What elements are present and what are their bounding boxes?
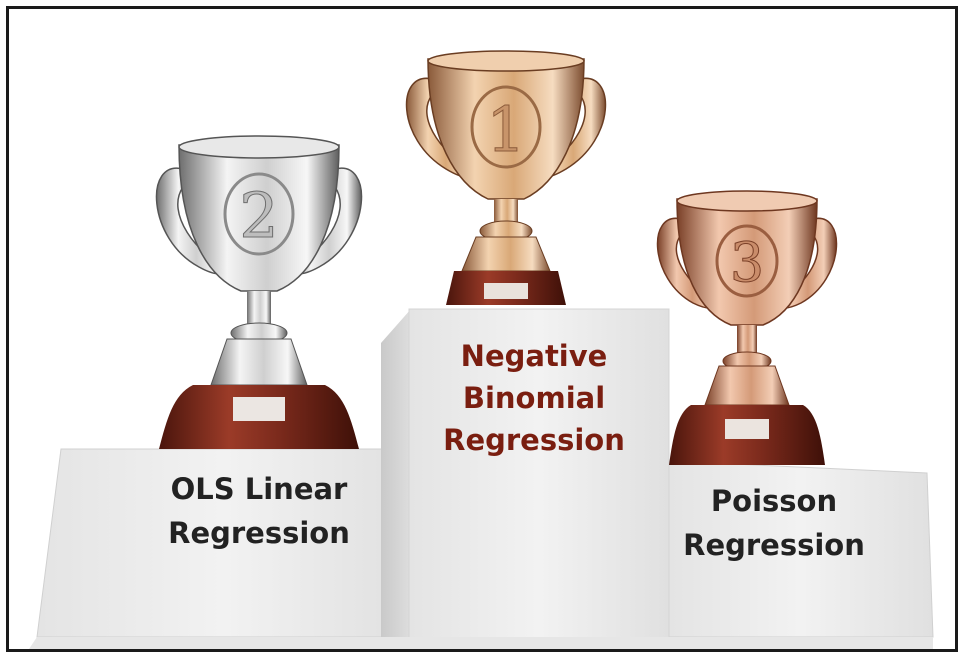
- label-third-line: Regression: [683, 528, 865, 562]
- label-second-place: OLS Linear Regression: [119, 467, 399, 555]
- label-second-line: Regression: [168, 516, 350, 550]
- label-first-place: Negative Binomial Regression: [409, 335, 659, 461]
- podium-block-first-side: [381, 309, 411, 637]
- podium-floor-shadow: [29, 637, 933, 649]
- label-first-line: Binomial: [462, 381, 606, 415]
- podium: [29, 308, 934, 649]
- trophy-second: 2: [155, 135, 363, 449]
- trophy-number-first: 1: [486, 93, 525, 166]
- label-second-line: OLS Linear: [170, 472, 348, 506]
- podium-scene: 1 2 3: [29, 50, 934, 649]
- label-first-line: Regression: [443, 423, 625, 457]
- trophy-number-third: 3: [730, 231, 764, 294]
- trophy-number-second: 2: [239, 179, 278, 252]
- trophy-first: 1: [405, 50, 607, 305]
- label-third-line: Poisson: [710, 484, 838, 518]
- label-third-place: Poisson Regression: [659, 479, 889, 567]
- label-first-line: Negative: [460, 339, 608, 373]
- image-frame: 1 2 3: [6, 6, 958, 652]
- trophy-third: 3: [656, 190, 838, 465]
